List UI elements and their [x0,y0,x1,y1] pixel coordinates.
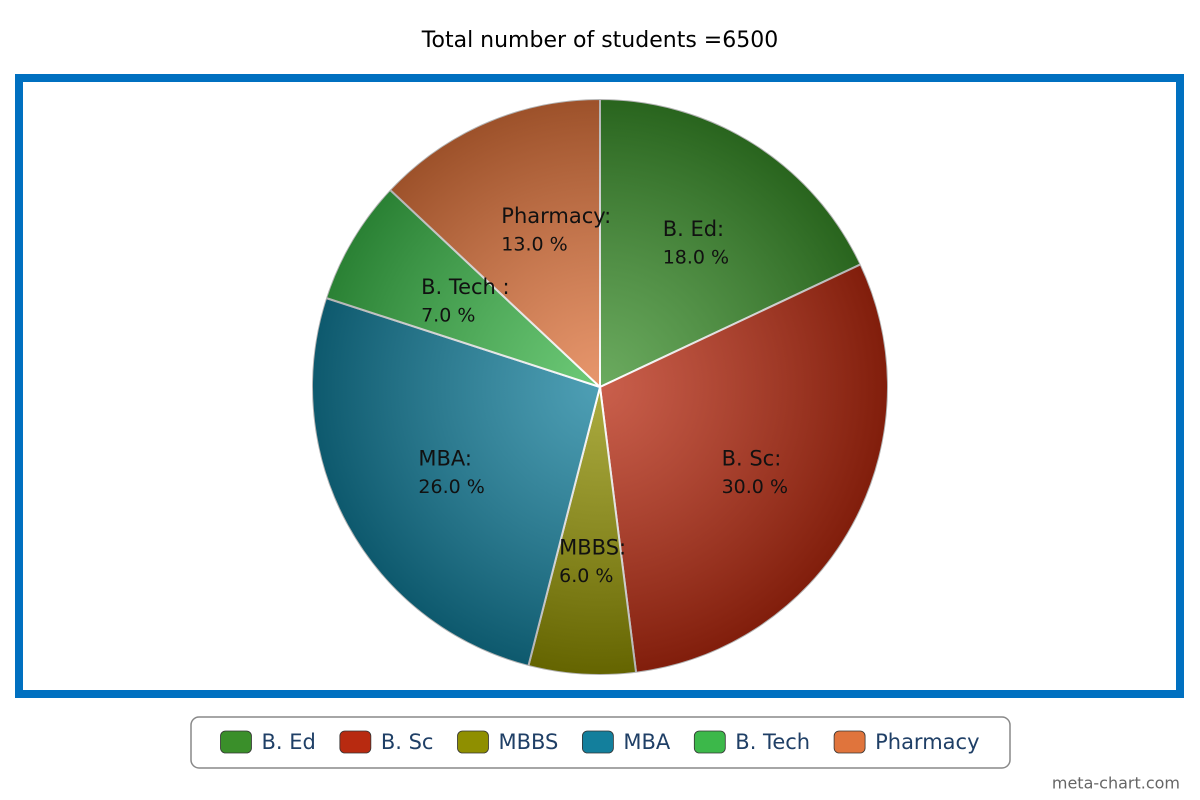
legend-swatch [693,730,726,754]
slice-label: MBBS: [559,536,626,560]
slice-value-label: 26.0 % [418,476,484,498]
slice-label: Pharmacy: [501,204,611,228]
slice-value-label: 6.0 % [559,565,613,587]
slice-value-label: 13.0 % [501,234,567,256]
chart-title: Total number of students =6500 [421,28,778,53]
watermark: meta-chart.com [1052,774,1180,793]
legend-label: B. Tech [735,730,810,754]
legend-swatch [457,730,489,754]
legend-swatch [581,730,614,754]
pie: B. Ed: 18.0 % B. Sc: 30.0 % MBBS: 6.0 % MBA: 26… [311,97,889,676]
slice-label: B. Tech : [421,275,510,299]
legend-label: B. Sc [381,730,434,754]
slice-label: B. Sc: [722,446,782,470]
legend-label: B. Ed [261,730,315,754]
legend-swatch [833,730,866,754]
legend-swatch [220,730,252,754]
legend-label: Pharmacy [875,730,979,754]
slice-label: B. Ed: [663,217,724,241]
slice-label: MBA: [418,446,472,470]
legend: B. Ed B. Sc MBBS MBA B. Tech Pharmacy [220,730,980,754]
slice-value-label: 30.0 % [722,476,788,498]
legend-label: MBA [623,730,671,754]
legend-label: MBBS [498,730,558,754]
slice-value-label: 18.0 % [663,246,729,268]
slice-value-label: 7.0 % [421,304,475,326]
legend-swatch [339,730,372,754]
